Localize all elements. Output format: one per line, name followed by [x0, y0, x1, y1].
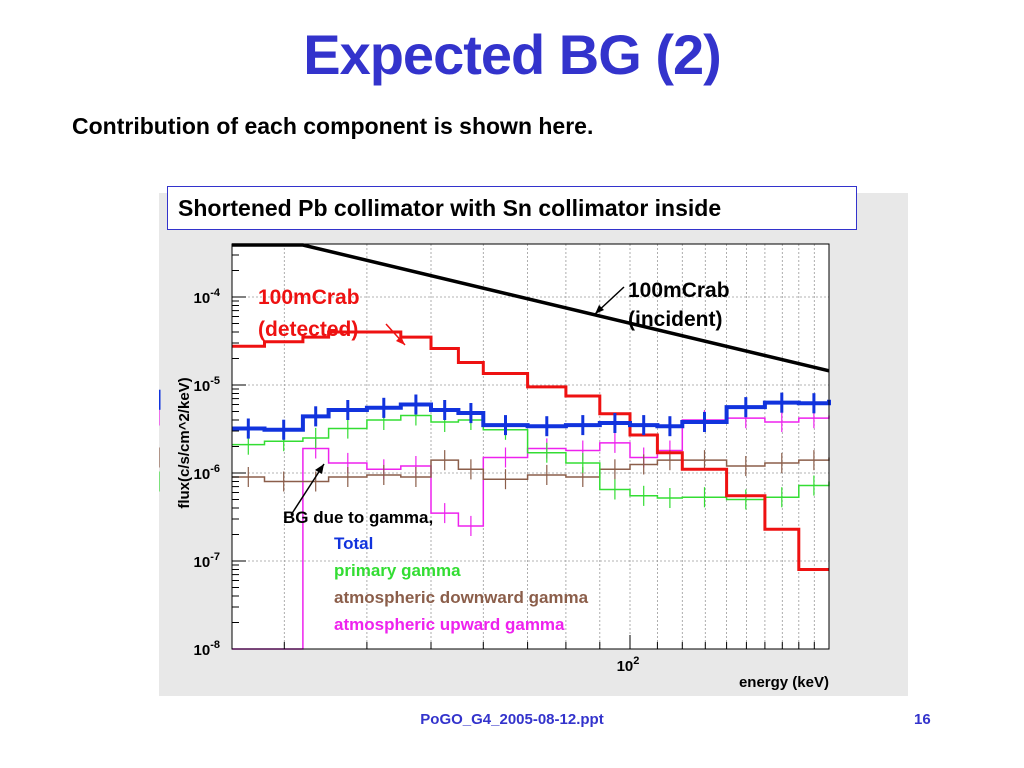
bg-arrow: [290, 463, 325, 516]
y-tick-label: 10-7: [194, 551, 220, 571]
series-downward-line: [232, 457, 830, 483]
legend-total: Total: [334, 534, 374, 553]
legend-upward-gamma: atmospheric upward gamma: [334, 615, 565, 634]
slide-title: Expected BG (2): [303, 23, 722, 86]
y-tick-label: 10-6: [194, 463, 220, 483]
bg-arrow-head: [315, 464, 324, 474]
grid-lines: [232, 244, 830, 650]
legend-primary-gamma: primary gamma: [334, 561, 461, 580]
footer-filename: PoGO_G4_2005-08-12.ppt: [420, 711, 604, 728]
plot-area: [232, 244, 829, 649]
incident-label-line2: (incident): [628, 308, 723, 331]
x-tick-label: 102: [617, 655, 640, 675]
detected-label-line1: 100mCrab: [258, 286, 360, 309]
series-incident-line: [232, 243, 830, 373]
series-layer: [159, 243, 831, 650]
series-total-line: [232, 399, 831, 432]
annotation-arrows: [290, 286, 625, 516]
flux-chart: 10-4 10-5 10-6 10-7 10-8 102 energy (keV) flu…: [159, 243, 831, 691]
detected-label-line2: (detected): [258, 318, 359, 341]
axis-ticks: 10-4 10-5 10-6 10-7 10-8 102: [194, 243, 830, 675]
chart-title: Shortened Pb collimator with Sn collimat…: [167, 186, 857, 230]
series-detected-line: [232, 330, 829, 571]
detected-arrow-head: [396, 336, 405, 345]
y-tick-label: 10-8: [194, 639, 220, 659]
y-axis-label: flux(c/s/cm^2/keV): [176, 377, 193, 508]
x-axis-label: energy (keV): [739, 674, 829, 691]
y-tick-label: 10-5: [194, 375, 220, 395]
y-tick-label: 10-4: [194, 287, 221, 307]
legend-downward-gamma: atmospheric downward gamma: [334, 588, 589, 607]
series-primary-line: [232, 414, 830, 501]
slide-subtitle: Contribution of each component is shown …: [72, 113, 594, 139]
incident-label-line1: 100mCrab: [628, 279, 730, 302]
bg-heading: BG due to gamma,: [283, 508, 434, 527]
incident-arrow-head: [595, 305, 604, 314]
footer-page-number: 16: [914, 711, 931, 728]
